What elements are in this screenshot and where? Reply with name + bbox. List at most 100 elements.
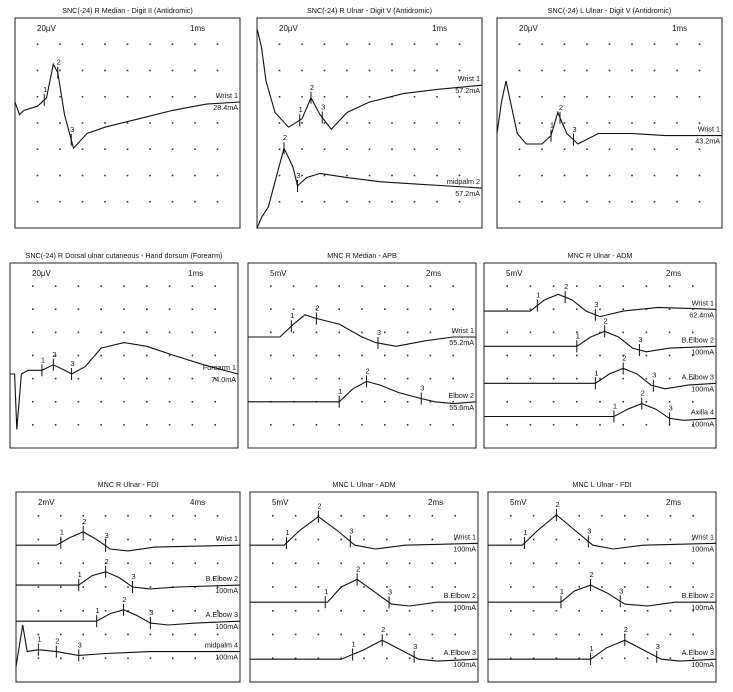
grid-dot: [608, 148, 611, 151]
marker-label: 2: [622, 353, 626, 362]
grid-dot: [429, 377, 432, 380]
grid-dot: [191, 308, 194, 311]
grid-dot: [458, 43, 461, 46]
grid-dot: [532, 657, 535, 660]
grid-dot: [123, 354, 125, 357]
grid-dot: [104, 609, 107, 612]
grid-dot: [386, 586, 388, 588]
grid-dot: [645, 308, 648, 311]
grid-dot: [340, 562, 342, 565]
marker-label: 3: [413, 642, 417, 651]
grid-dot: [529, 400, 532, 403]
grid-dot: [149, 43, 151, 46]
grid-dot: [340, 514, 342, 517]
grid-dot: [149, 562, 152, 565]
marker-label: 1: [613, 402, 617, 411]
marker-label: 3: [296, 171, 300, 180]
grid-dot: [458, 200, 461, 203]
grid-dot: [506, 400, 508, 403]
grid-dot: [272, 633, 274, 636]
grid-dot: [81, 122, 84, 124]
grid-dot: [54, 354, 57, 357]
grid-dot: [301, 200, 303, 203]
grid-dot: [77, 424, 80, 426]
grid-dot: [146, 354, 148, 357]
grid-dot: [361, 424, 363, 426]
grid-dot: [458, 148, 461, 151]
grid-dot: [81, 148, 84, 151]
grid-dot: [413, 69, 416, 72]
grid-dot: [168, 354, 171, 357]
trace: 1 2 3 Wrist 1 55.2mA: [248, 304, 476, 349]
grid-dot: [214, 354, 216, 357]
grid-dot: [37, 609, 40, 612]
grid-dot: [100, 354, 102, 357]
trace-line: [256, 146, 483, 229]
grid-dot: [368, 122, 371, 124]
marker-label: 2: [52, 350, 56, 359]
grid-dot: [578, 586, 580, 588]
grid-dot: [532, 633, 535, 636]
marker-label: 3: [105, 531, 109, 540]
grid-dot: [149, 633, 152, 636]
grid-dot: [413, 95, 416, 98]
grid-dot: [454, 538, 456, 541]
grid-dot: [578, 514, 580, 517]
grid-dot: [429, 331, 432, 334]
panel-grid: [37, 514, 219, 660]
grid-dot: [317, 657, 320, 660]
grid-dot: [59, 148, 61, 151]
trace-name: Wrist 1: [692, 532, 714, 541]
grid-dot: [216, 609, 219, 612]
grid-dot: [653, 43, 656, 46]
grid-dot: [272, 586, 274, 588]
grid-dot: [191, 354, 194, 357]
grid-dot: [82, 562, 84, 565]
grid-dot: [146, 377, 148, 380]
trace-line: [484, 403, 717, 421]
trace-stim: 100mA: [691, 347, 714, 356]
marker-label: 3: [321, 103, 325, 112]
panel-frame: [483, 262, 717, 449]
grid-dot: [149, 200, 151, 203]
grid-dot: [413, 122, 416, 124]
grid-dot: [149, 657, 152, 660]
panel-title: SNC(-24) R Dorsal ulnar cutaneous - Hand…: [26, 251, 223, 260]
trace-stim: 100mA: [691, 544, 714, 553]
grid-dot: [510, 538, 512, 541]
grid-dot: [698, 95, 701, 98]
sensitivity-label: 2mV: [38, 498, 55, 507]
panel-frame: [9, 262, 239, 449]
grid-dot: [172, 633, 174, 636]
grid-dot: [194, 514, 196, 517]
trace-line: [16, 571, 241, 590]
grid-dot: [578, 562, 580, 565]
grid-dot: [60, 657, 62, 660]
grid-dot: [586, 200, 588, 203]
grid-dot: [608, 69, 611, 72]
sensitivity-label: 5mV: [506, 269, 523, 278]
grid-dot: [272, 657, 274, 660]
marker-label: 3: [149, 608, 153, 617]
grid-dot: [127, 562, 129, 565]
grid-dot: [510, 657, 512, 660]
grid-dot: [676, 69, 678, 72]
trace: 1 2 3 Wrist 1 62.4mA: [484, 282, 717, 321]
grid-dot: [622, 377, 624, 380]
grid-dot: [436, 43, 438, 46]
grid-dot: [408, 514, 411, 517]
grid-dot: [149, 148, 151, 151]
trace-name: midpalm 4: [205, 641, 238, 650]
grid-dot: [278, 174, 281, 177]
grid-dot: [361, 331, 363, 334]
grid-dot: [624, 514, 626, 517]
grid-dot: [429, 308, 432, 311]
trace-name: B.Elbow 2: [206, 574, 238, 583]
grid-dot: [386, 657, 388, 660]
grid-dot: [127, 657, 129, 660]
trace-name: Wrist 1: [452, 326, 474, 335]
grid-dot: [294, 514, 297, 517]
grid-dot: [608, 174, 611, 177]
marker-label: 1: [290, 311, 294, 320]
trace-stim: 100mA: [691, 603, 714, 612]
